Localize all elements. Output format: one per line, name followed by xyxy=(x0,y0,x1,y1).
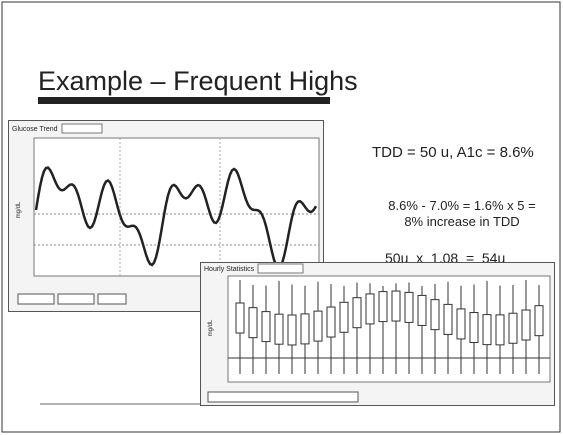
slide: Example – Frequent Highs TDD = 50 u, A1c… xyxy=(0,0,563,435)
slide-title: Example – Frequent Highs xyxy=(38,66,358,97)
box xyxy=(288,315,296,345)
note: 8.6% - 7.0% = 1.6% x 5 = xyxy=(372,198,552,213)
axis-label: mg/dL xyxy=(208,319,214,336)
box xyxy=(522,310,530,340)
box xyxy=(275,314,283,344)
box xyxy=(405,292,413,322)
title-underline xyxy=(38,97,330,104)
box xyxy=(392,291,400,321)
box xyxy=(379,292,387,322)
box xyxy=(314,311,322,341)
box xyxy=(340,302,348,332)
note: TDD = 50 u, A1c = 8.6% xyxy=(372,144,534,161)
box xyxy=(431,300,439,330)
box xyxy=(353,298,361,328)
image-label: Hourly Statistics xyxy=(204,266,255,273)
box xyxy=(535,306,543,336)
note: 8% increase in TDD xyxy=(372,214,552,229)
box xyxy=(249,308,257,338)
axis-label: mg/dL xyxy=(16,201,22,218)
hourly-statistics-image: Hourly Statistics mg/dL xyxy=(200,262,555,406)
box xyxy=(301,314,309,344)
box xyxy=(457,309,465,339)
box xyxy=(470,313,478,343)
box xyxy=(236,303,244,333)
box xyxy=(262,312,270,342)
box xyxy=(483,315,491,345)
box xyxy=(327,307,335,337)
box xyxy=(444,304,452,334)
box xyxy=(418,295,426,325)
box xyxy=(496,315,504,345)
box xyxy=(509,313,517,343)
image-label: Glucose Trend xyxy=(12,126,58,133)
box xyxy=(366,294,374,324)
